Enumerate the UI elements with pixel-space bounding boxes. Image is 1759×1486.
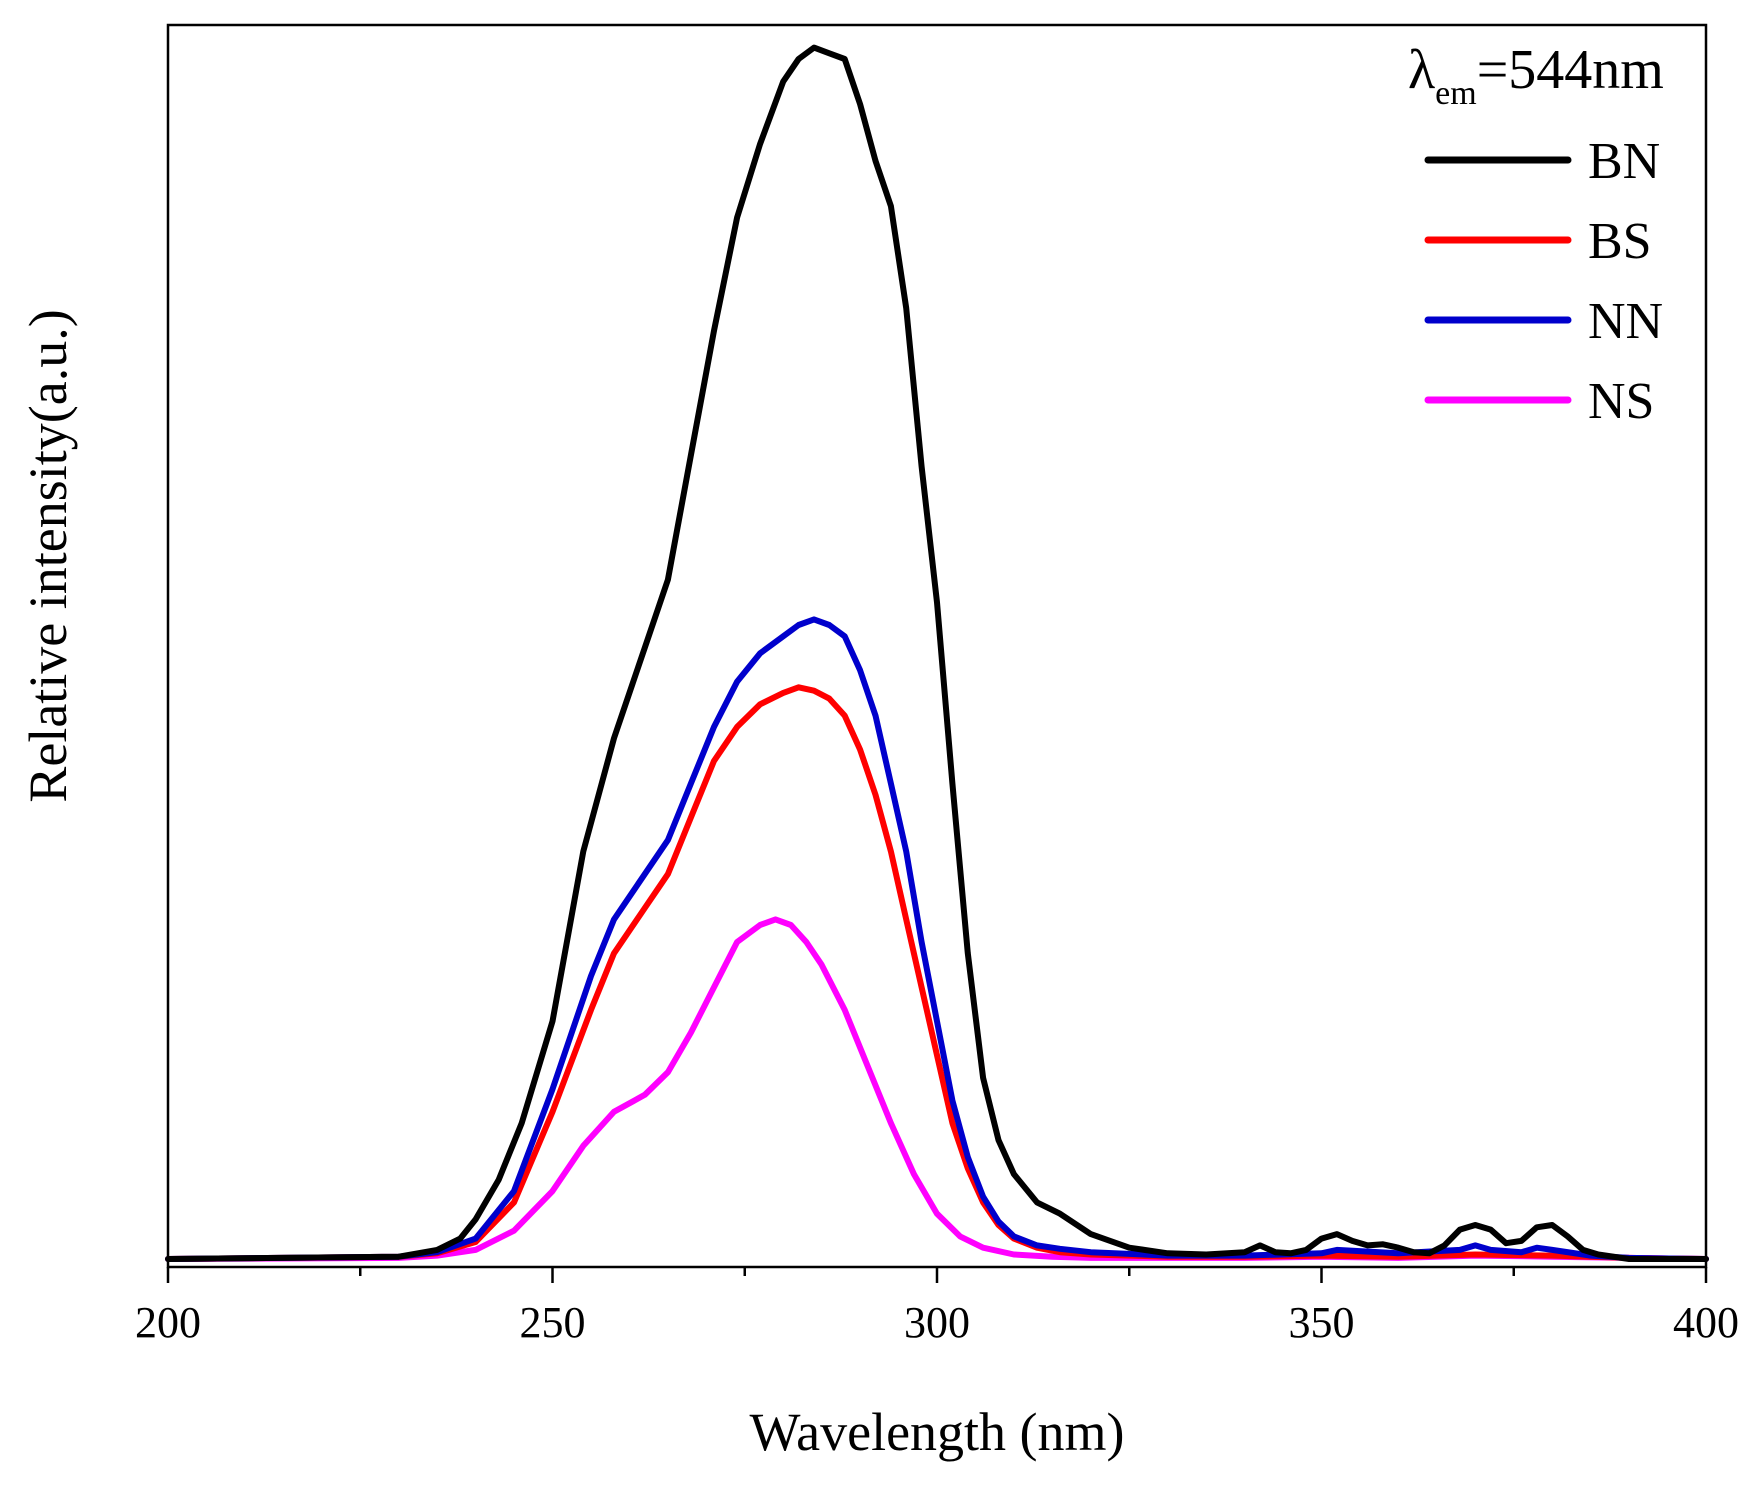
x-tick-label: 300 <box>904 1298 970 1347</box>
x-tick-label: 350 <box>1289 1298 1355 1347</box>
x-tick-label: 400 <box>1673 1298 1739 1347</box>
x-tick-label: 200 <box>135 1298 201 1347</box>
series-lines <box>165 44 1709 1262</box>
legend-label-nn: NN <box>1588 293 1663 350</box>
legend-label-ns: NS <box>1588 373 1654 430</box>
legend-label-bn: BN <box>1588 133 1660 190</box>
lambda-value: =544nm <box>1477 39 1664 101</box>
x-axis-ticks: 200 250 300 350 400 <box>135 1267 1739 1347</box>
emission-wavelength-annotation: λem=544nm <box>1408 39 1664 112</box>
y-axis-label: Relative intensity(a.u.) <box>18 309 78 802</box>
series-line-nn <box>165 616 1709 1262</box>
series-line-bn <box>165 44 1709 1262</box>
lambda-symbol: λ <box>1408 39 1435 101</box>
x-tick-label: 250 <box>520 1298 586 1347</box>
series-line-ns <box>165 916 1709 1262</box>
legend: BN BS NN NS <box>1424 133 1663 430</box>
lambda-subscript: em <box>1435 75 1477 112</box>
x-axis-label: Wavelength (nm) <box>749 1402 1124 1462</box>
plot-frame <box>166 23 1708 1269</box>
legend-label-bs: BS <box>1588 213 1652 270</box>
series-line-bs <box>165 684 1709 1262</box>
